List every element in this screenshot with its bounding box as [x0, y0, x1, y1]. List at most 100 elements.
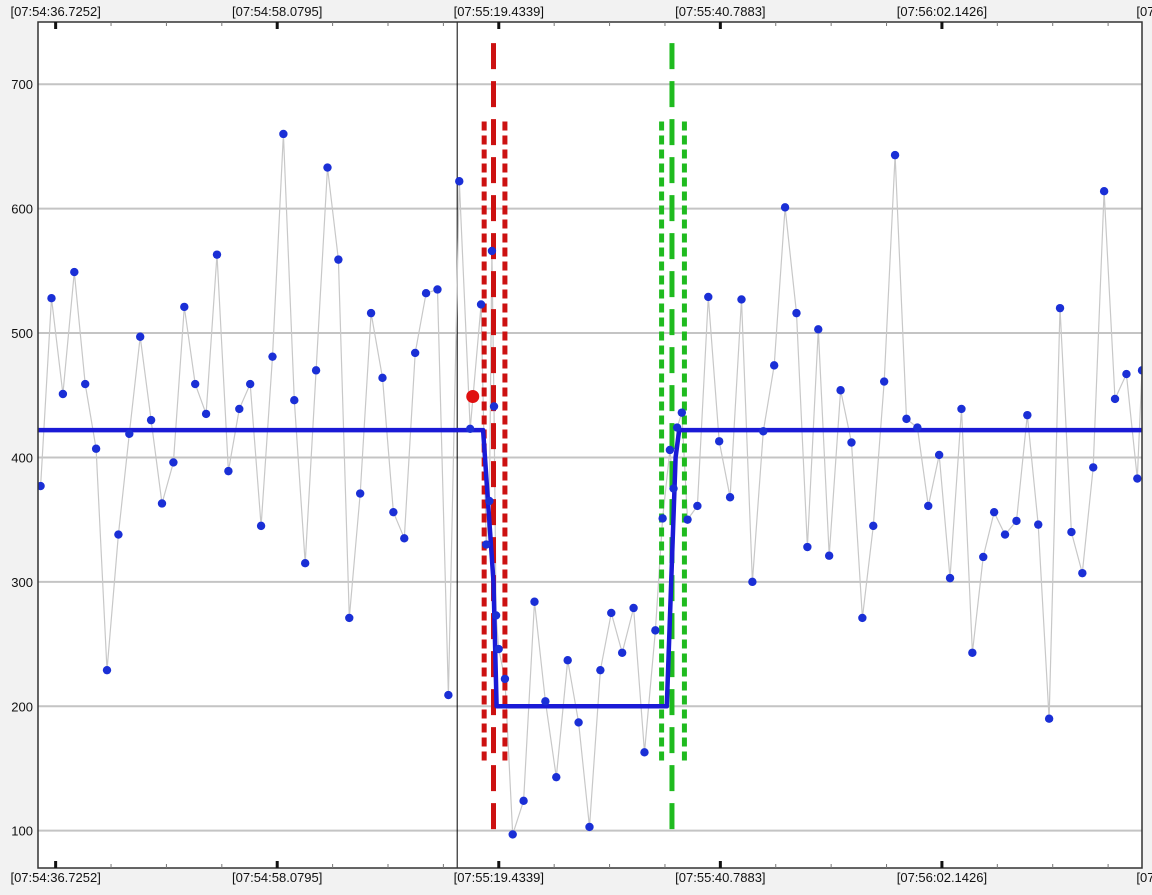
- data-point: [489, 402, 499, 411]
- data-point: [476, 300, 486, 309]
- data-point: [1044, 714, 1054, 723]
- data-point: [201, 409, 211, 419]
- y-tick-label: 500: [11, 326, 33, 341]
- data-point: [485, 496, 494, 506]
- data-point: [704, 292, 713, 302]
- data-point: [491, 611, 501, 620]
- data-point: [836, 386, 845, 395]
- data-point: [47, 293, 56, 303]
- data-point: [1089, 463, 1098, 472]
- data-point: [300, 558, 310, 568]
- data-point: [421, 289, 431, 298]
- data-point: [596, 665, 605, 675]
- data-point: [651, 626, 660, 635]
- data-point: [552, 772, 561, 782]
- step-fit-line: [38, 427, 1142, 709]
- data-point: [858, 613, 867, 623]
- data-point: [323, 163, 332, 172]
- data-point: [1067, 527, 1076, 537]
- data-point: [748, 577, 757, 587]
- data-point: [212, 250, 222, 259]
- x-tick-label-top: [07:54:58.0795]: [232, 4, 322, 19]
- data-point: [780, 203, 790, 212]
- data-point: [1133, 474, 1142, 483]
- data-point: [487, 246, 497, 256]
- data-point: [1034, 520, 1043, 529]
- data-point: [70, 267, 79, 277]
- data-point: [1023, 410, 1032, 420]
- data-point: [924, 501, 933, 511]
- data-point: [847, 438, 856, 447]
- data-point: [945, 573, 955, 583]
- data-point: [683, 515, 692, 524]
- data-point: [508, 830, 517, 839]
- data-point: [235, 404, 244, 414]
- x-tick-label-top: [07:55:19.4339]: [454, 4, 544, 19]
- data-point: [934, 450, 944, 460]
- x-tick-label-bottom: [07:55:19.4339]: [454, 870, 544, 885]
- data-point: [574, 718, 583, 727]
- data-point: [979, 552, 988, 562]
- data-point: [455, 177, 464, 186]
- data-point: [355, 489, 365, 498]
- data-point: [792, 308, 801, 318]
- data-point: [669, 484, 678, 493]
- data-point: [519, 796, 528, 806]
- data-point: [494, 644, 503, 654]
- data-point: [1078, 568, 1087, 578]
- data-point: [114, 530, 123, 539]
- data-point: [1055, 303, 1065, 313]
- data-point: [617, 648, 627, 657]
- raw-series-line: [40, 133, 1142, 835]
- x-tick-label-bottom: [07:56:02.1426]: [897, 870, 987, 885]
- data-point: [968, 648, 977, 657]
- data-point: [81, 379, 90, 389]
- y-tick-label: 200: [11, 699, 33, 714]
- data-point: [814, 325, 823, 334]
- data-point: [400, 534, 409, 543]
- data-point: [803, 542, 812, 552]
- data-point: [136, 332, 145, 341]
- data-point: [879, 377, 889, 386]
- x-tick-label-top: [07:55:40.7883]: [675, 4, 765, 19]
- data-point: [1012, 516, 1021, 526]
- data-point: [714, 437, 724, 446]
- data-point: [389, 507, 398, 517]
- data-point: [345, 613, 354, 623]
- data-point: [913, 423, 922, 432]
- x-tick-label-bottom: [07:56:23: [1136, 870, 1152, 885]
- data-point: [190, 379, 200, 389]
- data-point: [1137, 366, 1142, 375]
- data-point: [890, 150, 900, 160]
- data-point: [563, 656, 572, 665]
- x-tick-label-top: [07:56:02.1426]: [897, 4, 987, 19]
- data-point: [102, 665, 112, 675]
- y-tick-label: 300: [11, 575, 33, 590]
- plot-area: [38, 22, 1142, 868]
- data-point: [665, 445, 675, 455]
- data-point: [279, 129, 288, 139]
- data-point: [769, 361, 779, 370]
- plot-border: [37, 21, 1143, 869]
- data-point: [677, 408, 687, 417]
- data-point: [530, 597, 539, 606]
- data-point: [146, 415, 156, 425]
- data-point: [245, 379, 255, 389]
- data-point: [157, 499, 167, 508]
- y-tick-label: 100: [11, 824, 33, 839]
- data-point: [759, 427, 768, 436]
- data-point: [482, 540, 491, 549]
- y-tick-label: 600: [11, 202, 33, 217]
- data-point: [737, 295, 746, 304]
- data-point: [607, 608, 616, 618]
- data-point: [500, 674, 510, 684]
- data-point: [869, 521, 878, 531]
- plot-background: [38, 22, 1142, 868]
- data-point: [180, 302, 189, 312]
- data-point: [902, 414, 911, 424]
- data-point: [38, 481, 45, 491]
- y-tick-label: 400: [11, 450, 33, 465]
- data-point: [91, 444, 101, 453]
- x-tick-label-bottom: [07:54:36.7252]: [10, 870, 100, 885]
- data-point: [1000, 530, 1010, 539]
